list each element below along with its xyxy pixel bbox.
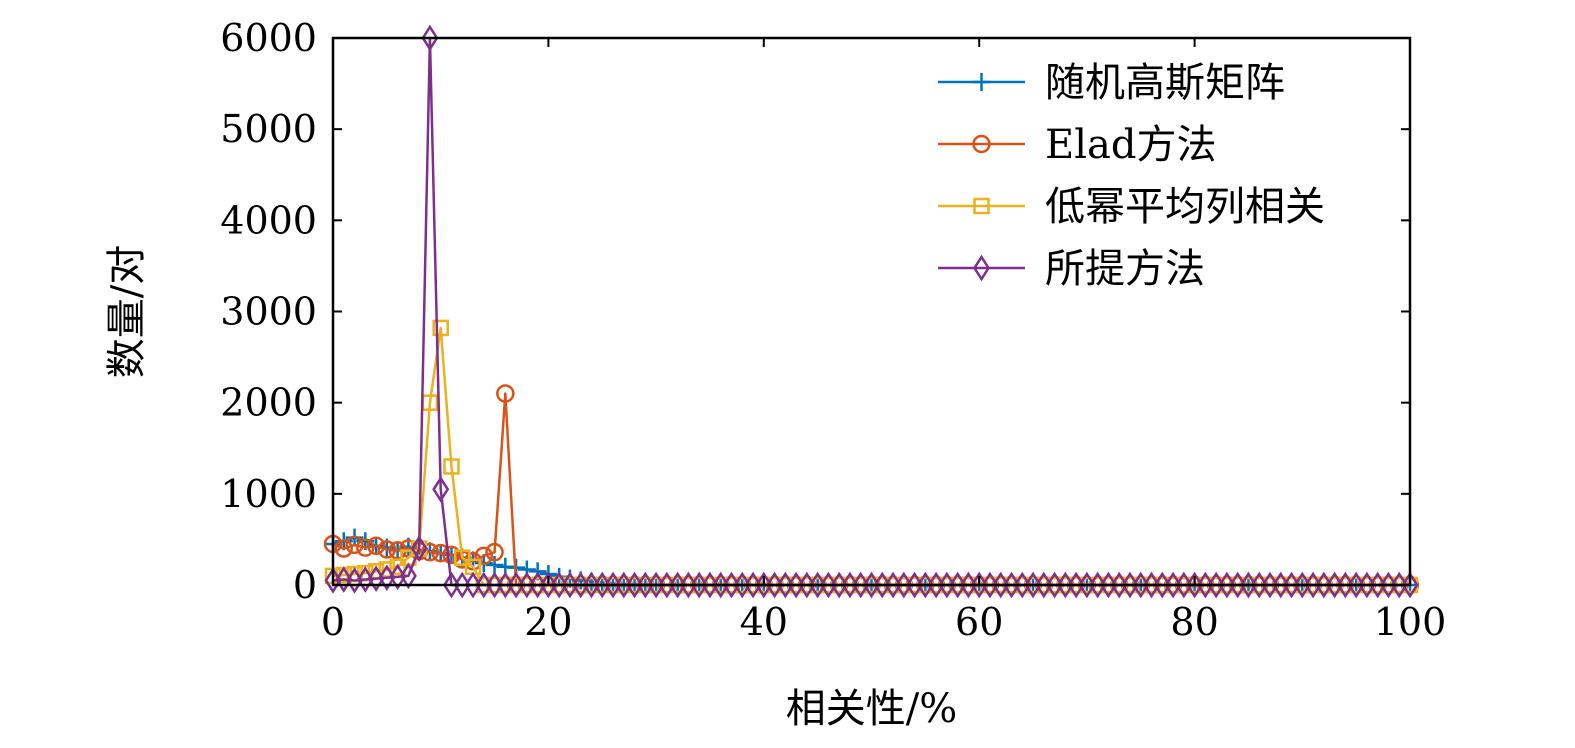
legend-item: 所提方法: [938, 246, 1205, 292]
x-tick-label: 100: [1374, 600, 1447, 644]
legend-label: 低幂平均列相关: [1045, 184, 1325, 230]
data-point-circle: [345, 535, 364, 555]
data-point-square: [432, 319, 449, 337]
x-axis-label: 相关性/%: [786, 686, 957, 732]
x-tick-label: 60: [955, 600, 1003, 644]
data-point-circle: [366, 536, 386, 556]
legend-label: Elad方法: [1045, 122, 1216, 168]
series-layer: [323, 24, 1420, 599]
series-4: [324, 24, 1419, 599]
data-point-circle: [356, 538, 375, 557]
y-tick-label: 0: [293, 563, 317, 607]
data-point-diamond: [410, 535, 428, 562]
y-tick-label: 1000: [220, 472, 317, 516]
data-point-square: [389, 558, 406, 576]
x-tick-label: 20: [524, 600, 572, 644]
y-tick-label: 2000: [220, 381, 317, 425]
y-tick-label: 6000: [220, 16, 317, 60]
data-point-circle: [496, 384, 515, 403]
data-point-circle: [334, 539, 354, 558]
data-point-circle: [474, 546, 494, 566]
plot-frame: [331, 36, 1412, 587]
x-tick-label: 80: [1170, 600, 1218, 644]
data-point-diamond: [421, 24, 439, 52]
data-point-plus: [972, 73, 991, 91]
data-point-circle: [972, 134, 991, 154]
x-tick-label: 0: [321, 600, 345, 644]
data-point-diamond: [1401, 571, 1419, 599]
series-line: [332, 36, 1410, 587]
data-point-square: [973, 197, 990, 215]
data-point-circle: [377, 540, 397, 559]
series-2: [323, 384, 1420, 595]
data-point-circle: [485, 542, 504, 562]
data-point-diamond: [399, 562, 417, 590]
legend-item: 随机高斯矩阵: [938, 60, 1285, 106]
legend-item: 低幂平均列相关: [938, 184, 1325, 230]
legend-label: 随机高斯矩阵: [1045, 60, 1285, 106]
data-point-square: [453, 549, 471, 566]
y-tick-label: 4000: [220, 198, 317, 242]
data-point-circle: [442, 545, 461, 565]
legend-label: 所提方法: [1045, 246, 1205, 292]
data-point-diamond: [973, 254, 990, 282]
legend-item: Elad方法: [938, 122, 1216, 168]
data-point-square: [443, 458, 460, 475]
data-point-circle: [420, 542, 440, 562]
y-tick-label: 3000: [220, 290, 317, 334]
data-point-diamond: [335, 566, 353, 593]
y-tick-label: 5000: [220, 107, 317, 151]
data-point-diamond: [432, 475, 450, 503]
x-tick-label: 40: [740, 600, 788, 644]
y-axis-label: 数量/对: [104, 245, 150, 378]
